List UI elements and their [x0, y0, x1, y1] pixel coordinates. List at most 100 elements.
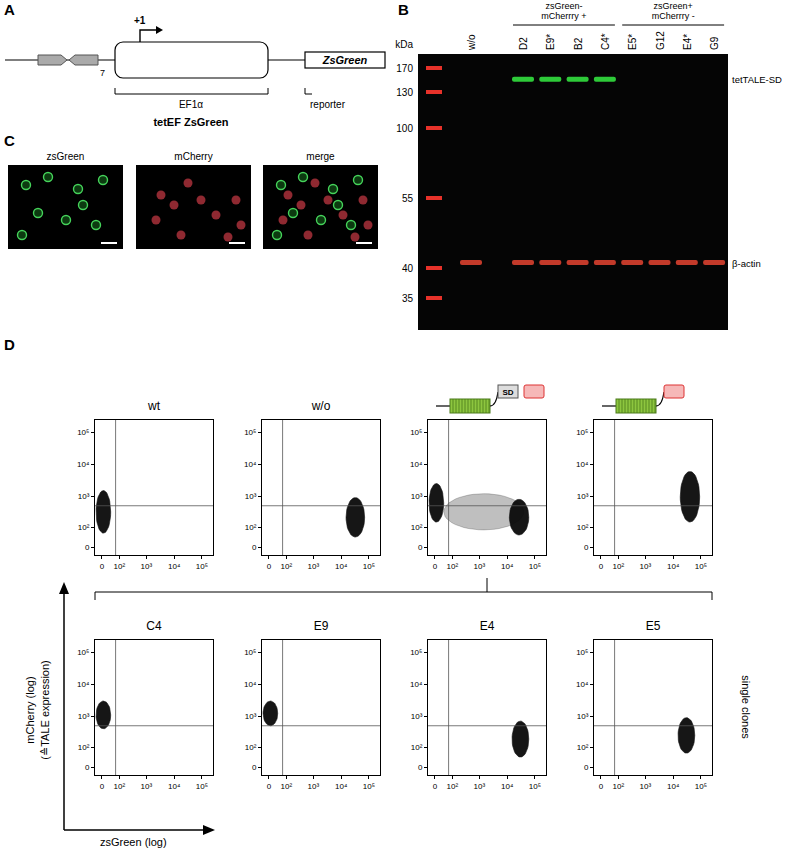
svg-text:35: 35	[402, 293, 414, 304]
svg-text:SD: SD	[502, 388, 513, 397]
svg-text:E4*: E4*	[682, 34, 693, 50]
svg-text:10³: 10³	[411, 492, 423, 501]
svg-text:10⁵: 10⁵	[529, 562, 541, 571]
svg-text:10⁴: 10⁴	[410, 680, 423, 689]
svg-text:C4: C4	[146, 619, 162, 633]
svg-text:EF1α: EF1α	[179, 99, 203, 110]
svg-text:mCherrry -: mCherrry -	[652, 11, 695, 21]
svg-text:10²: 10²	[78, 523, 90, 532]
svg-text:G12: G12	[655, 31, 666, 50]
svg-text:10⁵: 10⁵	[363, 562, 375, 571]
svg-text:(≙TALE expression): (≙TALE expression)	[39, 660, 51, 760]
svg-text:10⁴: 10⁴	[244, 680, 257, 689]
svg-text:E5*: E5*	[627, 34, 638, 50]
svg-text:130: 130	[396, 87, 413, 98]
svg-text:B2: B2	[573, 37, 584, 50]
svg-text:10³: 10³	[78, 492, 90, 501]
svg-text:0: 0	[85, 763, 90, 772]
svg-text:10⁵: 10⁵	[244, 648, 256, 657]
svg-text:100: 100	[396, 123, 413, 134]
svg-text:10²: 10²	[612, 782, 624, 791]
svg-text:0: 0	[85, 543, 90, 552]
svg-text:170: 170	[396, 63, 413, 74]
svg-text:10⁴: 10⁴	[335, 782, 348, 791]
svg-text:10⁴: 10⁴	[77, 460, 90, 469]
svg-text:55: 55	[402, 193, 414, 204]
svg-text:tetTALE-SD: tetTALE-SD	[732, 74, 782, 85]
svg-text:0: 0	[267, 562, 272, 571]
svg-text:10⁵: 10⁵	[576, 648, 588, 657]
svg-text:w/o: w/o	[466, 34, 477, 51]
svg-text:10³: 10³	[474, 782, 486, 791]
svg-text:kDa: kDa	[395, 39, 413, 50]
svg-text:10²: 10²	[113, 562, 125, 571]
svg-text:10⁵: 10⁵	[410, 428, 422, 437]
svg-text:10³: 10³	[141, 782, 153, 791]
svg-text:10⁴: 10⁴	[168, 562, 181, 571]
svg-text:10³: 10³	[245, 492, 257, 501]
svg-text:C: C	[4, 132, 15, 149]
svg-text:40: 40	[402, 263, 414, 274]
svg-text:10²: 10²	[78, 743, 90, 752]
svg-text:zsGreen (log): zsGreen (log)	[100, 836, 167, 848]
svg-text:10³: 10³	[474, 562, 486, 571]
svg-text:0: 0	[418, 763, 423, 772]
svg-text:10⁴: 10⁴	[576, 460, 589, 469]
svg-text:0: 0	[599, 782, 604, 791]
svg-text:0: 0	[418, 543, 423, 552]
svg-text:tetEF ZsGreen: tetEF ZsGreen	[153, 116, 228, 128]
svg-text:10⁴: 10⁴	[576, 680, 589, 689]
svg-text:10⁵: 10⁵	[196, 562, 208, 571]
svg-text:10⁴: 10⁴	[667, 782, 680, 791]
svg-text:10⁵: 10⁵	[695, 562, 707, 571]
svg-text:10⁵: 10⁵	[529, 782, 541, 791]
svg-text:G9: G9	[709, 36, 720, 50]
svg-text:E9*: E9*	[545, 34, 556, 50]
svg-text:mCherry (log): mCherry (log)	[24, 676, 36, 743]
svg-text:10⁴: 10⁴	[501, 562, 514, 571]
svg-text:0: 0	[599, 562, 604, 571]
svg-text:10⁴: 10⁴	[410, 460, 423, 469]
svg-text:10²: 10²	[245, 743, 257, 752]
svg-text:10³: 10³	[640, 782, 652, 791]
svg-text:10³: 10³	[411, 712, 423, 721]
svg-text:E4: E4	[480, 619, 495, 633]
svg-text:0: 0	[584, 543, 589, 552]
svg-text:10²: 10²	[245, 523, 257, 532]
svg-text:10³: 10³	[141, 562, 153, 571]
svg-text:10²: 10²	[612, 562, 624, 571]
svg-text:10³: 10³	[78, 712, 90, 721]
svg-text:D: D	[4, 336, 15, 353]
svg-text:merge: merge	[306, 151, 335, 162]
svg-text:10²: 10²	[577, 743, 589, 752]
svg-text:wt: wt	[147, 399, 161, 413]
svg-text:w/o: w/o	[311, 399, 331, 413]
svg-text:10²: 10²	[113, 782, 125, 791]
svg-text:0: 0	[584, 763, 589, 772]
svg-text:10⁴: 10⁴	[501, 782, 514, 791]
svg-text:10⁴: 10⁴	[244, 460, 257, 469]
svg-text:10²: 10²	[411, 743, 423, 752]
svg-text:10²: 10²	[411, 523, 423, 532]
svg-text:0: 0	[100, 562, 105, 571]
svg-text:0: 0	[100, 782, 105, 791]
svg-text:10²: 10²	[280, 782, 292, 791]
svg-text:ZsGreen: ZsGreen	[322, 54, 368, 66]
svg-text:zsGreen+: zsGreen+	[654, 1, 693, 11]
svg-text:10⁵: 10⁵	[244, 428, 256, 437]
svg-text:E9: E9	[314, 619, 329, 633]
svg-text:10⁴: 10⁴	[168, 782, 181, 791]
svg-text:D2: D2	[518, 37, 529, 50]
svg-text:10³: 10³	[640, 562, 652, 571]
svg-text:10²: 10²	[446, 782, 458, 791]
svg-text:10⁴: 10⁴	[77, 680, 90, 689]
svg-text:E5: E5	[646, 619, 661, 633]
svg-text:10³: 10³	[577, 492, 589, 501]
svg-text:10⁵: 10⁵	[363, 782, 375, 791]
svg-text:β-actin: β-actin	[732, 258, 761, 269]
svg-text:10³: 10³	[577, 712, 589, 721]
svg-text:0: 0	[252, 543, 257, 552]
svg-text:10⁴: 10⁴	[335, 562, 348, 571]
svg-text:10⁵: 10⁵	[196, 782, 208, 791]
svg-text:single clones: single clones	[740, 675, 752, 739]
